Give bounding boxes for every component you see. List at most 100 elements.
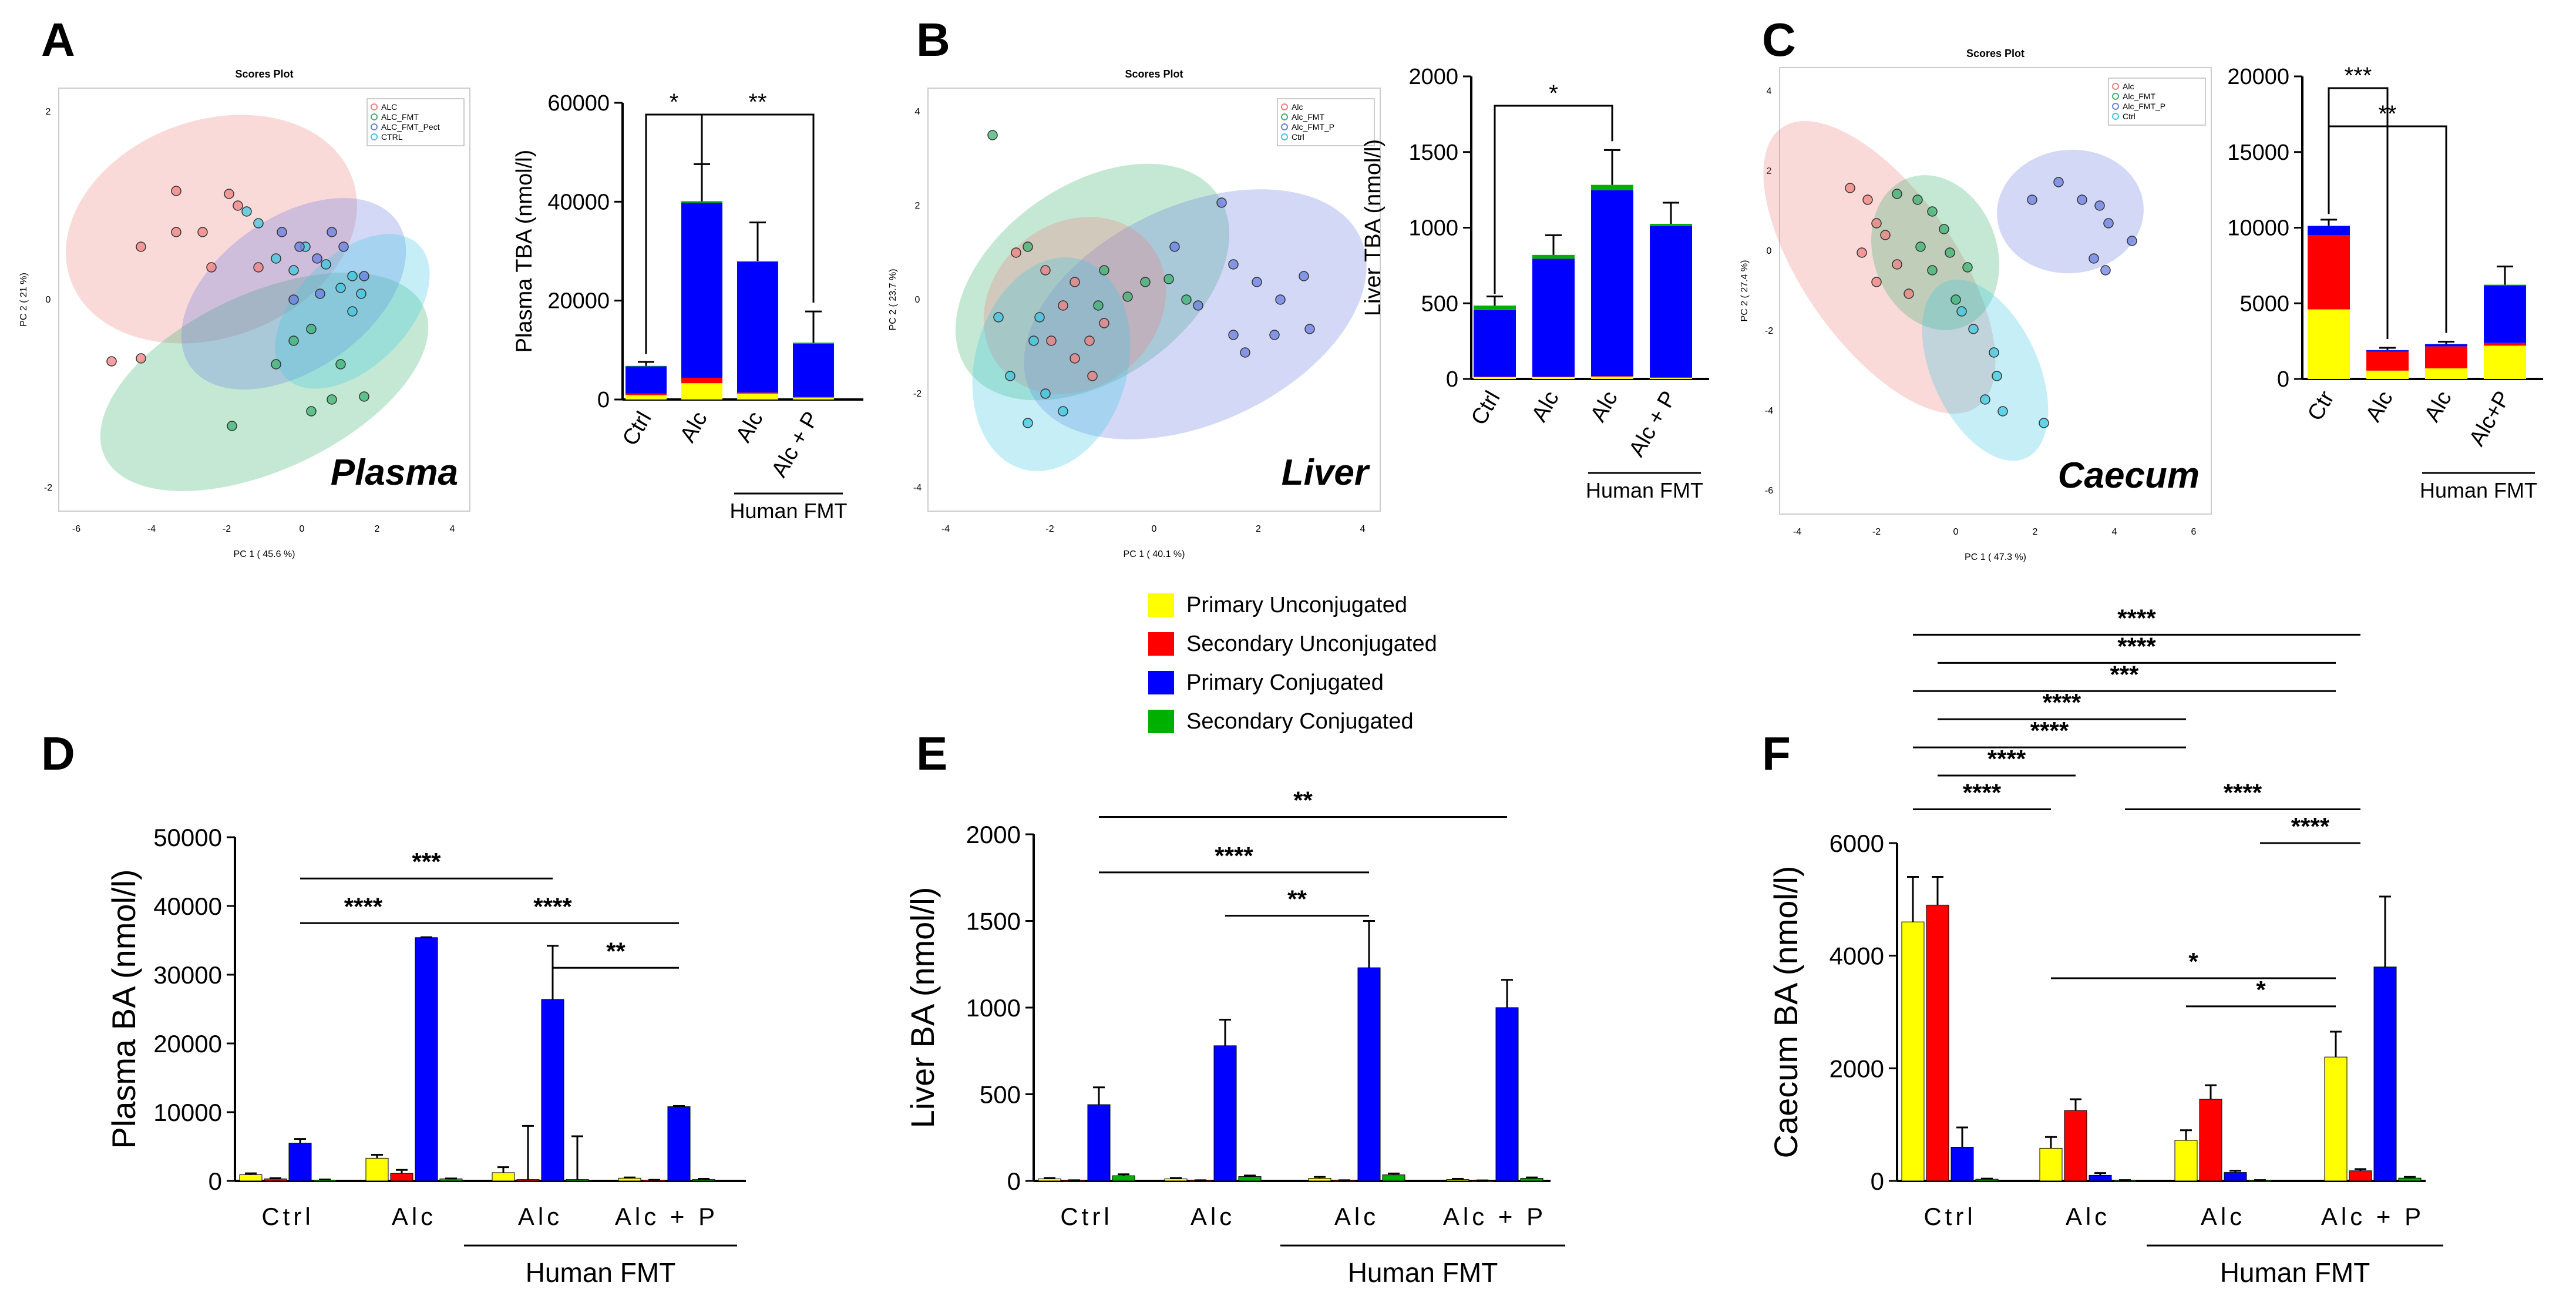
category-label: Alc (675, 408, 712, 447)
score-point (1871, 218, 1882, 229)
scores-plot-a: Scores Plot PC 1 ( 45.6 %) PC 2 ( 21 %) -6 -… (19, 68, 470, 559)
bar-segment (2484, 285, 2526, 343)
category-label: Alc + P (615, 1203, 718, 1230)
category-label: Alc (2420, 387, 2457, 427)
tissue-label-caecum: Caecum (2058, 455, 2200, 496)
bar-segment (681, 203, 722, 378)
score-point (1140, 277, 1151, 287)
score-point (1058, 300, 1068, 311)
score-point (1087, 371, 1098, 381)
y-tick-label: 40000 (547, 190, 610, 214)
bar (390, 1173, 413, 1181)
category-label: Alc+P (2464, 387, 2516, 451)
score-point (271, 253, 281, 264)
score-point (241, 206, 252, 217)
bar-segment (681, 201, 722, 203)
scores-legend-label: Alc_FMT_P (2123, 102, 2165, 111)
score-point (136, 241, 146, 252)
score-point (1011, 247, 1021, 258)
bar (1112, 1175, 1135, 1181)
scores-legend-marker (371, 113, 378, 120)
y-tick-label: 20000 (153, 1030, 222, 1058)
significance-stars: *** (2110, 660, 2139, 688)
legend-label: Primary Unconjugated (1186, 593, 1407, 617)
group-ellipse (1997, 149, 2144, 274)
bar (1446, 1179, 1469, 1181)
score-point (1070, 353, 1080, 364)
significance-bracket (2328, 125, 2447, 333)
scores-legend-marker (1281, 133, 1288, 140)
significance-stars: **** (2117, 632, 2156, 660)
bar-segment (737, 392, 778, 394)
bar (1382, 1174, 1405, 1181)
legend-label: Primary Conjugated (1186, 670, 1384, 695)
bar (2064, 1110, 2087, 1181)
y-tick-label: 1500 (966, 908, 1021, 935)
score-point (1997, 406, 2008, 417)
scores-legend-marker (371, 103, 378, 110)
score-point (1845, 183, 1855, 193)
group-label: Human FMT (1586, 478, 1703, 502)
bar (492, 1172, 515, 1181)
y-tick-label: 0 (2277, 367, 2289, 392)
scores-legend-label: ALC_FMT (381, 112, 419, 122)
grouped-bar-chart-d: 0 10000 20000 30000 40000 50000 Plasma BA (nmo… (105, 824, 746, 1288)
score-point (315, 288, 325, 299)
scores-plot-xtick: -4 (147, 524, 156, 534)
scores-plot-ytick: -4 (1765, 406, 1773, 416)
bile-acid-legend: Primary Unconjugated Secondary Unconjugat… (1148, 593, 1437, 734)
tissue-label-liver: Liver (1282, 452, 1370, 493)
y-tick-label: 5000 (2239, 291, 2289, 316)
bar-segment (1591, 184, 1633, 190)
y-tick-label: 20000 (547, 289, 610, 314)
score-point (1169, 241, 1180, 252)
score-point (1023, 241, 1033, 252)
score-point (253, 218, 264, 229)
scores-plot-xlabel: PC 1 ( 47.3 %) (1965, 552, 2026, 562)
group-ellipse (100, 273, 429, 491)
score-point (1028, 335, 1039, 346)
group-ellipse (1871, 175, 1999, 330)
bar-segment (1591, 190, 1633, 377)
scores-legend-marker (1281, 123, 1288, 130)
score-point (338, 241, 349, 252)
score-point (1181, 294, 1192, 305)
significance-stars: ** (1287, 885, 1307, 913)
bar (1213, 1045, 1237, 1181)
bar-segment (2308, 235, 2350, 310)
score-point (2039, 418, 2049, 428)
bar (1520, 1178, 1543, 1181)
score-point (1968, 324, 1979, 334)
bar (239, 1174, 263, 1181)
bar-segment (793, 397, 834, 400)
scores-plot-xtick: 2 (1256, 524, 1261, 534)
significance-bracket (1494, 105, 1613, 294)
score-point (1862, 194, 1873, 205)
significance-stars: **** (344, 892, 383, 920)
scores-legend-label: Alc_FMT (2123, 92, 2155, 101)
scores-plot-xtick: 4 (450, 524, 455, 534)
score-point (271, 359, 281, 370)
group-ellipse (1922, 279, 2049, 461)
scores-legend-label: Ctrl (1292, 132, 1304, 142)
scores-plot-ylabel: PC 2 ( 21 %) (19, 273, 29, 327)
scores-legend-marker (2112, 93, 2119, 100)
bar-segment (625, 366, 667, 394)
score-point (1228, 259, 1239, 270)
significance-stars: **** (1988, 745, 2026, 773)
bar-segment (737, 393, 778, 400)
scores-plot-b: Scores Plot PC 1 ( 40.1 %) PC 2 ( 23.7 %) -… (888, 68, 1381, 559)
scores-legend-label: Alc_FMT_P (1292, 122, 1334, 132)
score-point (2094, 200, 2105, 211)
bar (2039, 1147, 2063, 1181)
scores-plot-title: Scores Plot (1966, 48, 2025, 59)
group-ellipse (1024, 189, 1367, 439)
score-point (1892, 259, 1902, 270)
bar (1238, 1176, 1262, 1181)
score-point (1099, 318, 1109, 328)
scores-legend-box (2108, 78, 2206, 126)
score-point (356, 288, 366, 299)
significance-stars: *** (412, 848, 441, 875)
score-point (1945, 247, 1955, 258)
bar (2349, 1170, 2372, 1181)
